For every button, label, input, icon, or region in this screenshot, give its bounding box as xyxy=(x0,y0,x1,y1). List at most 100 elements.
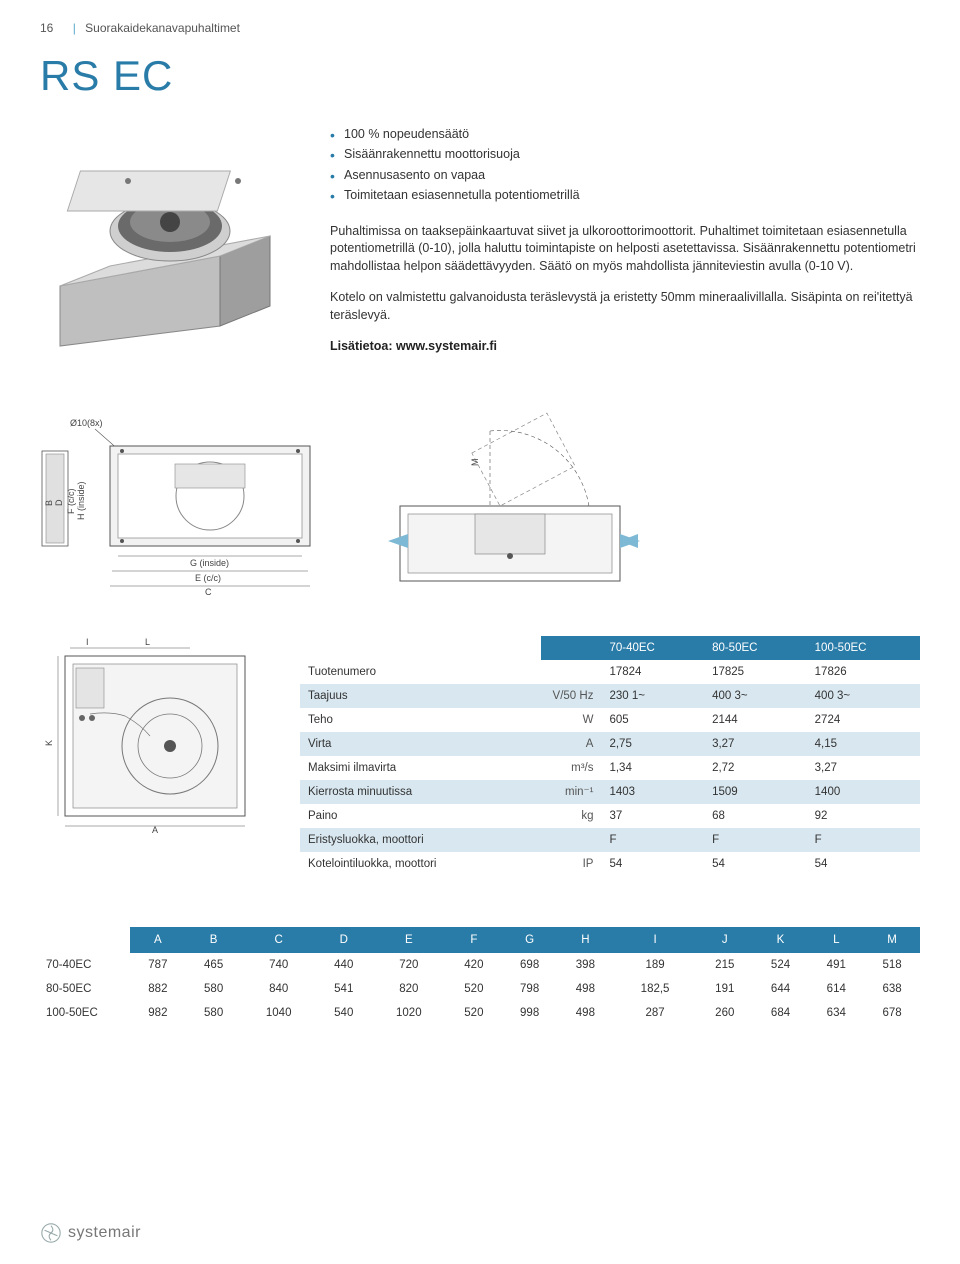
spec-col: 100-50EC xyxy=(807,636,920,660)
dims-cell: 720 xyxy=(372,953,446,977)
dims-col: E xyxy=(372,927,446,953)
dims-cell: 678 xyxy=(864,1001,920,1025)
dims-col: G xyxy=(502,927,558,953)
dims-cell: 191 xyxy=(697,977,753,1001)
page-header: 16 | Suorakaidekanavapuhaltimet xyxy=(40,20,920,37)
spec-cell: 2144 xyxy=(704,708,807,732)
dims-cell: 882 xyxy=(130,977,186,1001)
svg-text:L: L xyxy=(145,637,150,647)
dims-cell: 840 xyxy=(242,977,316,1001)
dims-cell: 820 xyxy=(372,977,446,1001)
svg-text:D: D xyxy=(54,499,64,506)
spec-cell: 2,72 xyxy=(704,756,807,780)
spec-row-unit: min⁻¹ xyxy=(541,780,601,804)
spec-row-unit: A xyxy=(541,732,601,756)
dims-col: H xyxy=(558,927,614,953)
spec-cell: 230 1~ xyxy=(601,684,704,708)
svg-text:C: C xyxy=(205,587,212,596)
spec-cell: 2,75 xyxy=(601,732,704,756)
dims-col: A xyxy=(130,927,186,953)
spec-col: 70-40EC xyxy=(601,636,704,660)
dims-cell: 491 xyxy=(808,953,864,977)
spec-cell: 3,27 xyxy=(807,756,920,780)
dims-cell: 215 xyxy=(697,953,753,977)
spec-row-label: Kotelointiluokka, moottori xyxy=(300,852,541,876)
dims-cell: 1040 xyxy=(242,1001,316,1025)
dims-col: F xyxy=(446,927,502,953)
brand-icon xyxy=(40,1222,62,1244)
spec-cell: 1400 xyxy=(807,780,920,804)
dims-cell: 540 xyxy=(316,1001,372,1025)
side-drawing: I L K A xyxy=(40,636,270,836)
dims-cell: 287 xyxy=(613,1001,697,1025)
spec-cell: 400 3~ xyxy=(807,684,920,708)
svg-text:I: I xyxy=(86,637,89,647)
dims-cell: 465 xyxy=(186,953,242,977)
spec-col: 80-50EC xyxy=(704,636,807,660)
dims-cell: 182,5 xyxy=(613,977,697,1001)
dims-cell: 498 xyxy=(558,977,614,1001)
dims-col: C xyxy=(242,927,316,953)
dims-cell: 420 xyxy=(446,953,502,977)
dims-cell: 982 xyxy=(130,1001,186,1025)
spec-cell: 68 xyxy=(704,804,807,828)
spec-cell: 54 xyxy=(807,852,920,876)
bullet-item: Toimitetaan esiasennetulla potentiometri… xyxy=(330,187,920,205)
spec-cell: 4,15 xyxy=(807,732,920,756)
dims-cell: 787 xyxy=(130,953,186,977)
dims-col: L xyxy=(808,927,864,953)
spec-row-label: Maksimi ilmavirta xyxy=(300,756,541,780)
description-para-1: Puhaltimissa on taaksepäinkaartuvat siiv… xyxy=(330,223,920,276)
dims-cell: 580 xyxy=(186,977,242,1001)
header-separator: | xyxy=(73,21,76,35)
bullet-item: Asennusasento on vapaa xyxy=(330,167,920,185)
spec-row-unit xyxy=(541,660,601,684)
spec-table: 70-40EC 80-50EC 100-50EC Tuotenumero 1782… xyxy=(300,636,920,877)
spec-row-unit xyxy=(541,828,601,852)
svg-text:K: K xyxy=(44,740,54,746)
brand-text: systemair xyxy=(68,1222,141,1244)
spec-cell: 1403 xyxy=(601,780,704,804)
dims-cell: 638 xyxy=(864,977,920,1001)
spec-row-label: Tuotenumero xyxy=(300,660,541,684)
product-title: RS EC xyxy=(40,47,920,106)
spec-cell: 17825 xyxy=(704,660,807,684)
dims-cell: 440 xyxy=(316,953,372,977)
spec-cell: 3,27 xyxy=(704,732,807,756)
dims-cell: 998 xyxy=(502,1001,558,1025)
spec-row-label: Teho xyxy=(300,708,541,732)
spec-cell: F xyxy=(807,828,920,852)
more-info-link: Lisätietoa: www.systemair.fi xyxy=(330,338,920,356)
dims-cell: 1020 xyxy=(372,1001,446,1025)
bullet-item: Sisäänrakennettu moottorisuoja xyxy=(330,146,920,164)
svg-text:A: A xyxy=(152,825,158,835)
dims-row-label: 100-50EC xyxy=(40,1001,130,1025)
dims-col: J xyxy=(697,927,753,953)
spec-row-unit: W xyxy=(541,708,601,732)
dims-cell: 520 xyxy=(446,977,502,1001)
dims-cell: 520 xyxy=(446,1001,502,1025)
dims-cell: 634 xyxy=(808,1001,864,1025)
spec-cell: 605 xyxy=(601,708,704,732)
dims-cell: 798 xyxy=(502,977,558,1001)
spec-cell: 1,34 xyxy=(601,756,704,780)
spec-cell: F xyxy=(704,828,807,852)
dims-row-label: 70-40EC xyxy=(40,953,130,977)
spec-cell: 17826 xyxy=(807,660,920,684)
dims-cell: 614 xyxy=(808,977,864,1001)
dims-col: M xyxy=(864,927,920,953)
dims-col: I xyxy=(613,927,697,953)
svg-text:E (c/c): E (c/c) xyxy=(195,573,221,583)
spec-cell: 17824 xyxy=(601,660,704,684)
spec-cell: 54 xyxy=(601,852,704,876)
product-photo xyxy=(40,126,300,356)
dims-col: D xyxy=(316,927,372,953)
page-number: 16 xyxy=(40,21,53,35)
bullet-item: 100 % nopeudensäätö xyxy=(330,126,920,144)
technical-drawings: Ø10(8x) B D F (c/c) H (inside) G (inside… xyxy=(40,396,920,596)
svg-text:F (c/c): F (c/c) xyxy=(66,488,76,514)
svg-text:H (inside): H (inside) xyxy=(76,481,86,520)
dims-cell: 189 xyxy=(613,953,697,977)
spec-cell: 1509 xyxy=(704,780,807,804)
dims-cell: 580 xyxy=(186,1001,242,1025)
